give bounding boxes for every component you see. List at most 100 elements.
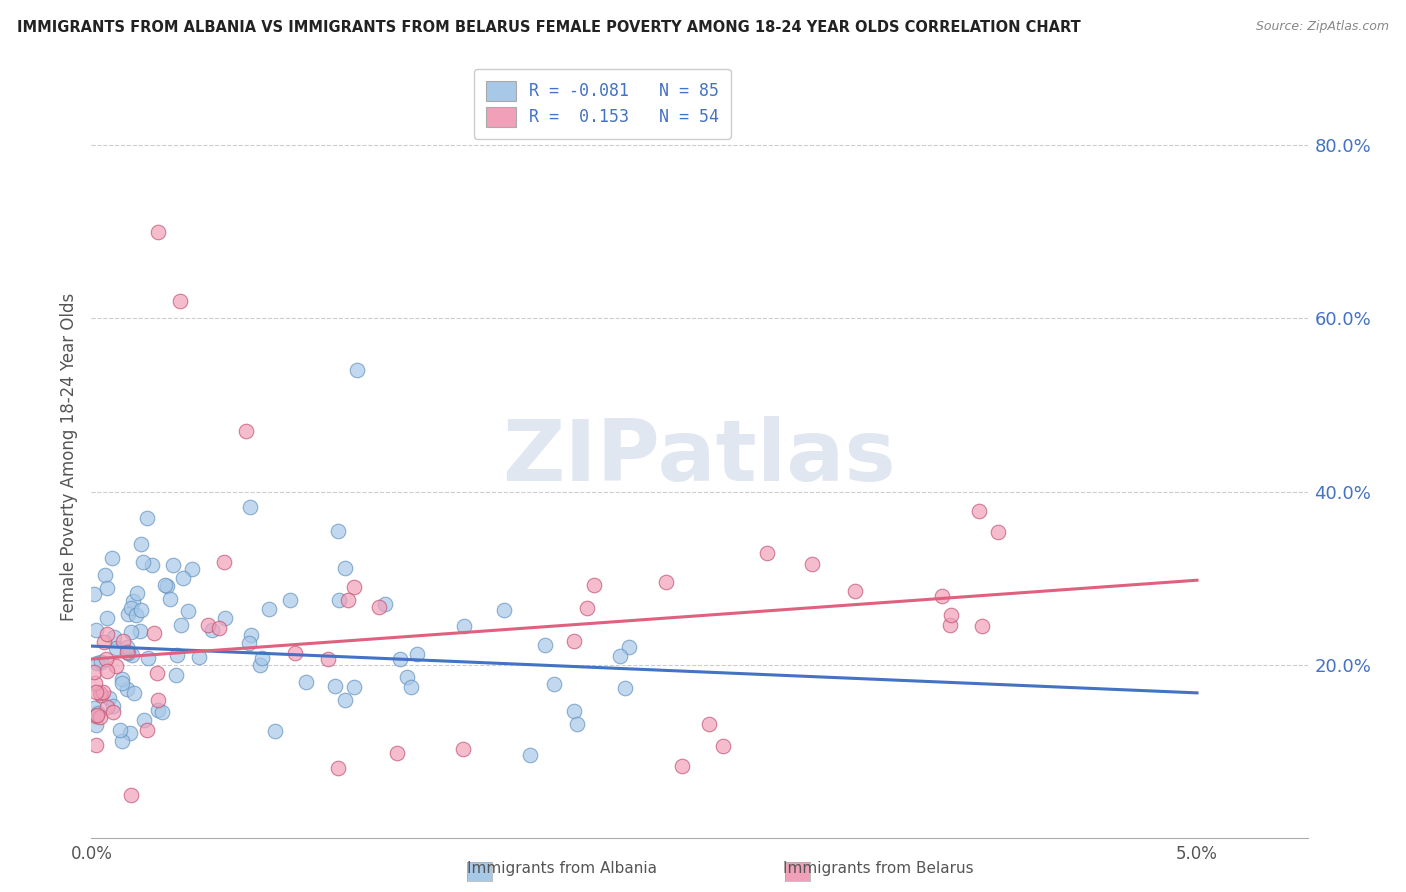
Point	[84, 709, 107, 723]
Point	[129, 624, 152, 639]
Point	[117, 646, 139, 660]
Point	[122, 593, 145, 607]
Point	[117, 607, 139, 622]
Point	[89, 686, 111, 700]
Point	[671, 759, 693, 773]
Point	[148, 693, 170, 707]
Point	[111, 672, 134, 686]
Point	[135, 511, 157, 525]
Text: Source: ZipAtlas.com: Source: ZipAtlas.com	[1256, 20, 1389, 33]
Text: IMMIGRANTS FROM ALBANIA VS IMMIGRANTS FROM BELARUS FEMALE POVERTY AMONG 18-24 YE: IMMIGRANTS FROM ALBANIA VS IMMIGRANTS FR…	[17, 20, 1081, 35]
Point	[143, 626, 166, 640]
Point	[492, 603, 515, 617]
Point	[110, 676, 132, 690]
Point	[105, 658, 128, 673]
Point	[389, 651, 412, 665]
Point	[316, 652, 339, 666]
Point	[343, 580, 366, 594]
Point	[755, 546, 778, 560]
Point	[278, 593, 301, 607]
Point	[214, 555, 236, 569]
Point	[284, 646, 307, 660]
Point	[136, 651, 159, 665]
Point	[328, 524, 350, 539]
Point	[153, 578, 176, 592]
Point	[801, 557, 824, 571]
Point	[84, 675, 107, 690]
Text: ZIPatlas: ZIPatlas	[502, 416, 897, 499]
Point	[533, 639, 555, 653]
Point	[180, 562, 202, 576]
Point	[165, 668, 187, 682]
Point	[120, 788, 142, 802]
Point	[257, 602, 280, 616]
Point	[87, 706, 110, 720]
Point	[323, 679, 346, 693]
Point	[699, 717, 721, 731]
Point	[91, 685, 114, 699]
Text: Immigrants from Albania: Immigrants from Albania	[467, 861, 658, 876]
Point	[170, 618, 193, 632]
Point	[711, 739, 734, 753]
Point	[844, 584, 866, 599]
Point	[613, 681, 636, 695]
Point	[405, 648, 427, 662]
Point	[238, 636, 260, 650]
Point	[146, 225, 169, 239]
Point	[368, 600, 391, 615]
Point	[141, 558, 163, 572]
Point	[328, 592, 350, 607]
Point	[609, 648, 631, 663]
Point	[169, 294, 191, 309]
Point	[129, 603, 152, 617]
Point	[83, 587, 105, 601]
Point	[120, 601, 142, 615]
Point	[127, 585, 149, 599]
Point	[90, 688, 112, 702]
Point	[385, 746, 408, 760]
Legend: R = -0.081   N = 85, R =  0.153   N = 54: R = -0.081 N = 85, R = 0.153 N = 54	[474, 69, 731, 139]
Point	[264, 723, 287, 738]
Point	[939, 608, 962, 623]
Point	[96, 700, 118, 714]
Point	[177, 603, 200, 617]
Point	[83, 665, 105, 680]
Point	[125, 607, 148, 622]
Point	[451, 741, 474, 756]
Point	[93, 568, 115, 582]
Point	[562, 704, 585, 718]
Point	[575, 600, 598, 615]
Point	[96, 627, 118, 641]
Point	[101, 550, 124, 565]
Point	[295, 675, 318, 690]
Point	[987, 524, 1010, 539]
Point	[197, 618, 219, 632]
Point	[146, 702, 169, 716]
Point	[83, 700, 105, 714]
Point	[129, 537, 152, 551]
Point	[969, 504, 991, 518]
Point	[346, 363, 368, 377]
Point	[115, 681, 138, 696]
Point	[617, 640, 640, 655]
Point	[120, 624, 142, 639]
Point	[543, 677, 565, 691]
Point	[172, 571, 194, 585]
Point	[208, 621, 231, 635]
Point	[115, 644, 138, 658]
Point	[97, 690, 120, 705]
Point	[84, 684, 107, 698]
Point	[343, 680, 366, 694]
Point	[395, 670, 418, 684]
Point	[583, 578, 606, 592]
Point	[121, 648, 143, 663]
Point	[93, 635, 115, 649]
Y-axis label: Female Poverty Among 18-24 Year Olds: Female Poverty Among 18-24 Year Olds	[59, 293, 77, 621]
Point	[105, 640, 128, 655]
Point	[131, 555, 153, 569]
Point	[96, 581, 118, 595]
Point	[239, 500, 262, 514]
Point	[333, 561, 356, 575]
Point	[156, 579, 179, 593]
Point	[655, 575, 678, 590]
